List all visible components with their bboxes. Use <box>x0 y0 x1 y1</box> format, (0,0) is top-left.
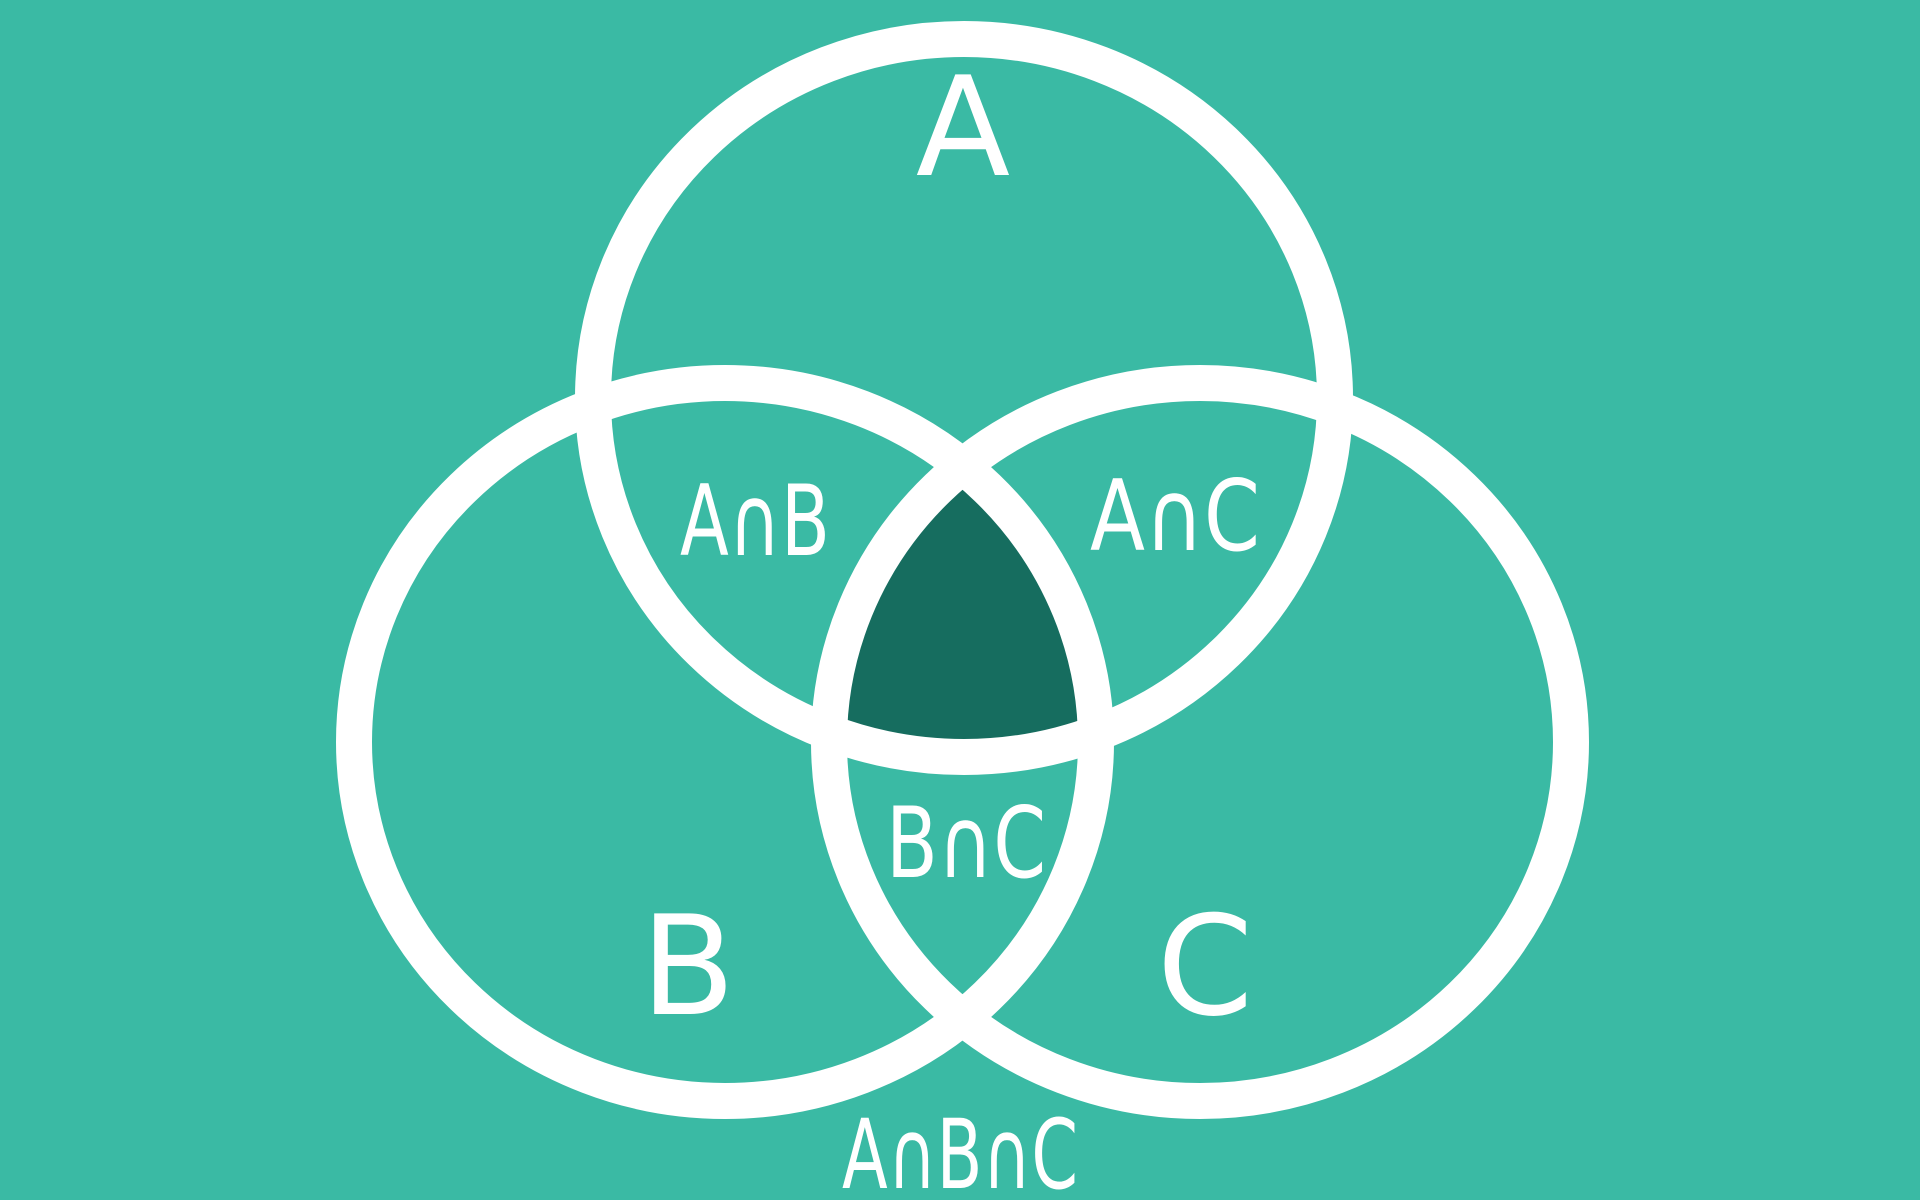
set-c-circle <box>811 365 1589 1119</box>
b-and-c-label: B∩C <box>886 787 1046 901</box>
set-c-label: C <box>1157 886 1253 1047</box>
a-and-b-label: A∩B <box>680 465 830 579</box>
triple-intersection-region <box>829 383 1096 757</box>
set-b-circle <box>336 365 1114 1119</box>
a-and-c-label: A∩C <box>1090 460 1260 574</box>
set-b-label: B <box>641 886 736 1047</box>
a-and-b-and-c-label: A∩B∩C <box>842 1099 1078 1200</box>
set-a-label: A <box>916 47 1010 208</box>
triple-intersection-fill <box>829 383 1096 757</box>
